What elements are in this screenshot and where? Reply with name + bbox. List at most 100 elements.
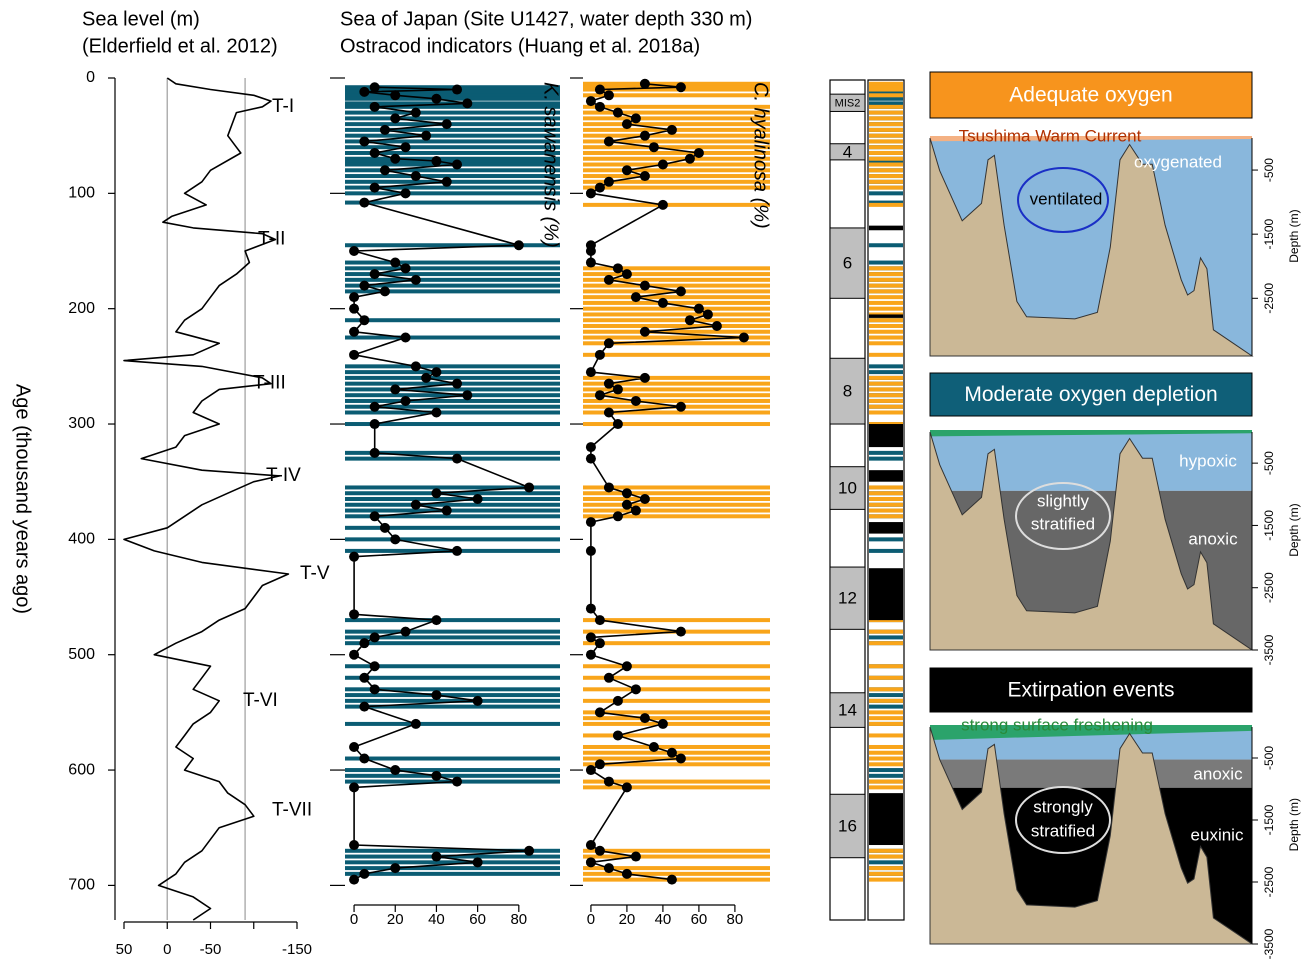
data-point (472, 494, 483, 504)
data-point (421, 372, 432, 383)
indicator-band (869, 200, 903, 205)
indicator-band (869, 89, 903, 94)
presence-band (345, 89, 560, 94)
data-point (612, 695, 623, 706)
indicator-band (869, 675, 903, 680)
data-point (594, 638, 605, 649)
data-point (369, 101, 380, 112)
presence-band (345, 635, 560, 640)
data-point (369, 447, 380, 458)
data-point (369, 511, 380, 522)
presence-band (345, 410, 560, 415)
depth-tick-label: -1500 (1262, 219, 1276, 250)
data-point (603, 90, 614, 101)
presence-band (583, 306, 770, 311)
indicator-band (869, 381, 903, 386)
presence-band (583, 150, 770, 155)
indicator-band (869, 133, 903, 138)
data-point (390, 384, 401, 395)
presence-band (345, 773, 560, 778)
indicator-band (869, 848, 903, 853)
presence-band (345, 491, 560, 496)
data-point (369, 684, 380, 695)
data-point (359, 868, 370, 879)
data-point (431, 93, 442, 104)
indicator-band (869, 300, 903, 305)
presence-band (583, 848, 770, 853)
depth-tick-label: -500 (1262, 451, 1276, 475)
presence-band (583, 675, 770, 680)
presence-band (583, 335, 770, 340)
indicator-band (869, 641, 903, 646)
data-point (657, 199, 668, 210)
presence-band (583, 116, 770, 121)
diagram-title-box (929, 667, 1253, 713)
age-axis-label: Age (thousand years ago) (12, 384, 34, 614)
presence-band (345, 375, 560, 380)
diagram-title: Extirpation events (1008, 679, 1175, 702)
presence-band (583, 687, 770, 692)
indicator-band (869, 404, 903, 409)
presence-band (345, 393, 560, 398)
presence-band (345, 485, 560, 490)
data-point (390, 765, 401, 776)
presence-band (345, 629, 560, 634)
data-point (349, 840, 360, 851)
presence-band (345, 200, 560, 205)
presence-band (345, 260, 560, 265)
data-point (379, 124, 390, 135)
presence-band (583, 266, 770, 271)
data-point (594, 182, 605, 193)
data-point (452, 84, 463, 95)
presence-band (583, 641, 770, 646)
data-point (585, 603, 596, 614)
presence-band (345, 687, 560, 692)
diagram-label: anoxic (1193, 764, 1243, 783)
indicator-band (869, 341, 903, 346)
presence-band (583, 733, 770, 738)
indicator-band (869, 704, 903, 709)
presence-band (583, 185, 770, 190)
presence-band (583, 779, 770, 784)
presence-band (345, 514, 560, 519)
presence-band (345, 85, 560, 90)
data-point (462, 98, 473, 109)
data-point (630, 292, 641, 303)
diagram-title-box (929, 372, 1253, 417)
data-point (349, 551, 360, 562)
diagram-title-box (929, 71, 1253, 119)
data-point (452, 776, 463, 787)
data-point (711, 320, 722, 331)
value-tick-label: 40 (428, 911, 445, 928)
presence-band (345, 191, 560, 196)
value-tick-label: 60 (469, 911, 486, 928)
presence-band (345, 675, 560, 680)
data-point (585, 632, 596, 643)
presence-band (345, 525, 560, 530)
presence-band (345, 185, 560, 190)
extirpation-interval (869, 314, 903, 318)
indicator-band (869, 139, 903, 144)
extirpation-interval (869, 470, 903, 482)
data-point (585, 188, 596, 199)
data-point (359, 136, 370, 147)
indicator-band (869, 710, 903, 715)
presence-band (583, 387, 770, 392)
presence-band (583, 422, 770, 427)
data-point (431, 690, 442, 701)
presence-band (345, 93, 560, 98)
data-point (594, 615, 605, 626)
depth-axis-label: Depth (m) (1287, 503, 1301, 556)
presence-band (345, 370, 560, 375)
data-point (390, 113, 401, 124)
data-point (359, 315, 370, 326)
presence-band (583, 318, 770, 323)
data-point (349, 649, 360, 660)
stage-label: MIS2 (835, 98, 861, 110)
data-point (639, 713, 650, 724)
indicator-band (869, 491, 903, 496)
indicator-band (869, 116, 903, 121)
data-point (421, 130, 432, 141)
data-point (369, 82, 380, 93)
